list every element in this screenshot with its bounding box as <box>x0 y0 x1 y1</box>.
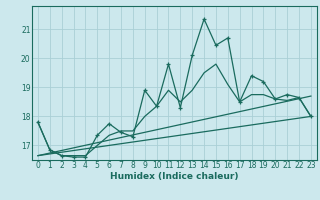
X-axis label: Humidex (Indice chaleur): Humidex (Indice chaleur) <box>110 172 239 181</box>
